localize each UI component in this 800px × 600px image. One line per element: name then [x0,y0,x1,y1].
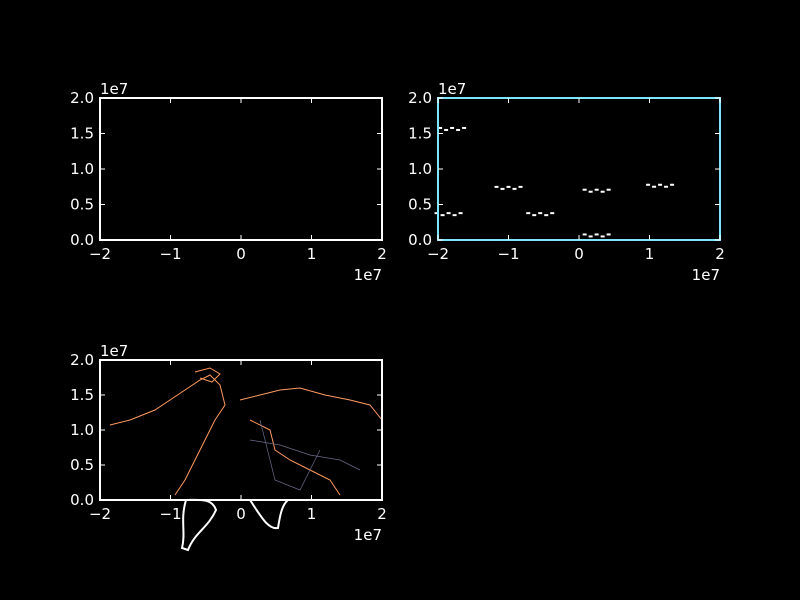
y-offset-label: 1e7 [100,342,128,360]
data-point-mark [652,185,657,188]
y-tick-label: 0.0 [70,491,94,509]
data-point-mark [532,214,537,217]
data-point-mark [462,126,467,129]
axes-top-left: −2 −1 0 1 2 0.0 0.5 1.0 1.5 2.0 1e7 1e7 [70,80,387,284]
y-tick-label: 1.0 [70,160,94,178]
y-tick-label: 0.0 [408,231,432,249]
data-point-mark [544,214,549,217]
data-point-mark [438,126,443,129]
panels: −2 −1 0 1 2 0.0 0.5 1.0 1.5 2.0 1e7 1e7 −2 −1 0 1 2 0.0 0.… [70,80,725,552]
data-point-mark [494,185,499,188]
data-point-mark [658,183,663,186]
data-point-mark [446,212,451,215]
y-offset-label: 1e7 [438,80,466,98]
x-tick-label: 2 [377,505,387,523]
data-point-mark [518,185,523,188]
x-tick-label: −1 [497,245,519,263]
data-point-mark [500,187,505,190]
x-tick-label: 1 [307,245,317,263]
x-tick-label: −1 [159,505,181,523]
data-point [582,188,611,193]
y-tick-label: 1.0 [70,421,94,439]
data-point-mark [594,188,599,191]
data-point-mark [444,128,449,131]
map-coastline [239,387,383,421]
data-point-mark [600,235,605,238]
data-point-mark [606,233,611,236]
map-africa [249,499,289,530]
data-point-mark [434,212,439,215]
data-point-mark [512,187,517,190]
y-tick-label: 0.0 [70,231,94,249]
data-point-mark [526,212,531,215]
x-offset-label: 1e7 [692,266,720,284]
data-point-mark [450,126,455,129]
data-point-mark [588,190,593,193]
y-tick-label: 1.0 [408,160,432,178]
x-tick-label: 0 [574,245,584,263]
data-point-mark [582,233,587,236]
map-border [249,439,361,471]
map-coastline [194,367,221,383]
data-point-mark [594,233,599,236]
data-point-mark [664,185,669,188]
y-tick-label: 2.0 [408,89,432,107]
y-tick-label: 0.5 [70,456,94,474]
x-tick-label: −2 [427,245,449,263]
y-tick-label: 2.0 [70,89,94,107]
axes-bottom-left: −2 −1 0 1 2 0.0 0.5 1.0 1.5 2.0 1e7 1e7 [70,342,387,552]
y-tick-label: 1.5 [70,125,94,143]
x-tick-label: −2 [89,505,111,523]
data-point-mark [458,212,463,215]
axes-top-right: −2 −1 0 1 2 0.0 0.5 1.0 1.5 2.0 1e7 1e7 [408,80,725,284]
data-point [526,212,555,217]
data-point [582,233,611,238]
y-offset-label: 1e7 [100,80,128,98]
y-tick-label: 1.5 [70,386,94,404]
x-offset-label: 1e7 [354,526,382,544]
map-coastline [249,419,341,496]
x-tick-label: 2 [715,245,725,263]
y-tick-label: 1.5 [408,125,432,143]
data-point-mark [606,188,611,191]
x-tick-label: 0 [236,505,246,523]
x-offset-label: 1e7 [354,266,382,284]
data-point-mark [670,183,675,186]
data-point-mark [456,128,461,131]
data-point-mark [538,212,543,215]
data-point-mark [582,188,587,191]
data-point-mark [440,214,445,217]
x-tick-label: 1 [307,505,317,523]
y-tick-label: 0.5 [70,196,94,214]
data-point [646,183,675,188]
data-point-mark [588,235,593,238]
data-point-mark [646,183,651,186]
x-tick-label: 1 [645,245,655,263]
x-tick-label: −2 [89,245,111,263]
map-coastline [109,374,226,496]
x-tick-label: 2 [377,245,387,263]
data-point-mark [550,212,555,215]
data-point [434,212,463,217]
x-tick-label: 0 [236,245,246,263]
x-tick-label: −1 [159,245,181,263]
data-point [438,126,467,131]
data-point [494,185,523,190]
map-border [259,419,321,491]
y-tick-label: 2.0 [70,351,94,369]
data-point-mark [506,185,511,188]
y-tick-label: 0.5 [408,196,432,214]
data-point-mark [452,214,457,217]
data-point-mark [600,190,605,193]
